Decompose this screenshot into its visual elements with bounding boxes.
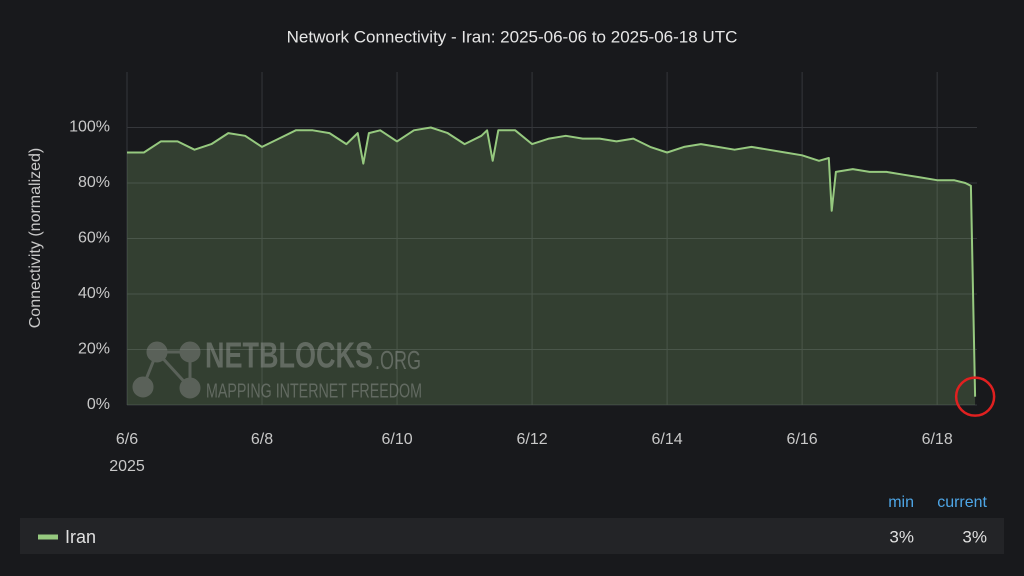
x-tick-label: 6/6: [116, 431, 138, 448]
y-tick-label: 0%: [87, 396, 110, 413]
y-tick-label: 100%: [69, 119, 110, 136]
plot-area: 0% 20% 40% 60% 80% 100% 6/6 6/8 6/10 6/12 6/14 6/16…: [69, 72, 996, 448]
highlight-circle: [954, 376, 996, 417]
watermark-domain: .ORG: [375, 345, 421, 375]
x-tick-label: 6/12: [517, 431, 548, 448]
legend-column-header[interactable]: min: [888, 494, 914, 511]
legend-entry[interactable]: Iran: [65, 527, 96, 547]
x-tick-label: 6/18: [922, 431, 953, 448]
legend-stat-value: 3%: [962, 527, 987, 546]
watermark: NETBLOCKS .ORG MAPPING INTERNET FREEDOM: [132, 335, 422, 402]
watermark-name: NETBLOCKS: [205, 335, 373, 376]
series-line: [127, 126, 977, 397]
x-tick-label: 6/14: [652, 431, 683, 448]
legend-stat-value: 3%: [889, 527, 914, 546]
x-tick-label: 6/10: [381, 431, 412, 448]
area-fill: [127, 127, 976, 405]
y-tick-label: 40%: [78, 285, 110, 302]
watermark-logo: [132, 341, 201, 399]
legend-column-header[interactable]: current: [937, 494, 987, 511]
watermark-tagline: MAPPING INTERNET FREEDOM: [206, 380, 422, 402]
x-year-label: 2025: [109, 458, 145, 475]
x-tick-label: 6/16: [787, 431, 818, 448]
x-tick-label: 6/8: [251, 431, 273, 448]
y-tick-label: 60%: [78, 230, 110, 247]
y-axis-label: Connectivity (normalized): [27, 148, 44, 329]
legend-row: [20, 518, 1004, 554]
chart-title: Network Connectivity - Iran: 2025-06-06 …: [287, 27, 738, 46]
y-tick-label: 20%: [78, 341, 110, 358]
y-tick-label: 80%: [78, 174, 110, 191]
